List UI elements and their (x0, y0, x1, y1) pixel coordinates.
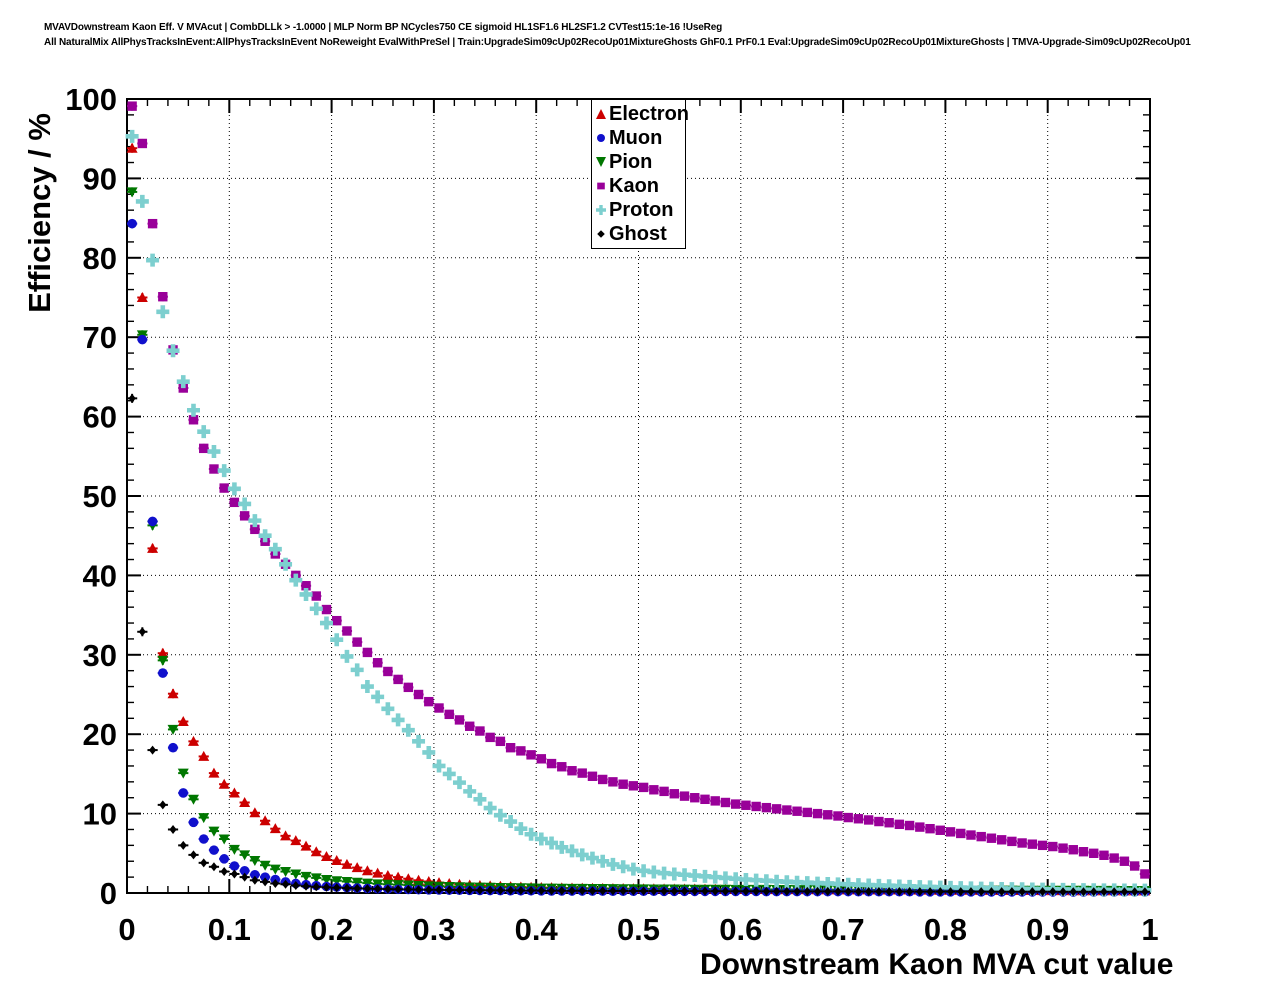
legend-item-electron: Electron (596, 103, 689, 126)
svg-text:0.9: 0.9 (1026, 912, 1069, 947)
svg-text:40: 40 (83, 558, 117, 593)
svg-text:60: 60 (83, 400, 117, 435)
proton-marker-icon (596, 205, 606, 215)
svg-text:70: 70 (83, 320, 117, 355)
muon-marker-icon (597, 134, 605, 142)
legend-item-muon: Muon (596, 127, 685, 150)
legend-label: Ghost (609, 222, 667, 245)
svg-text:80: 80 (83, 241, 117, 276)
svg-text:90: 90 (83, 161, 117, 196)
x-axis-title: Downstream Kaon MVA cut value (700, 948, 1174, 981)
svg-text:0: 0 (118, 912, 135, 947)
svg-text:0.3: 0.3 (412, 912, 455, 947)
svg-text:0.6: 0.6 (719, 912, 762, 947)
svg-text:0.8: 0.8 (924, 912, 967, 947)
legend-label: Muon (609, 126, 663, 149)
legend-item-kaon: Kaon (596, 175, 685, 198)
svg-text:0: 0 (100, 876, 117, 911)
y-axis-title: Efficiency / % (22, 113, 57, 313)
legend-label: Pion (609, 150, 653, 173)
svg-text:30: 30 (83, 638, 117, 673)
svg-text:100: 100 (65, 82, 117, 117)
plot-title-line1: MVAVDownstream Kaon Eff. V MVAcut | Comb… (44, 22, 723, 33)
svg-text:0.5: 0.5 (617, 912, 660, 947)
svg-text:0.7: 0.7 (822, 912, 865, 947)
legend-label: Kaon (609, 174, 659, 197)
legend-box: Electron Muon Pion Kaon Proton Ghost (591, 99, 689, 249)
svg-text:0.4: 0.4 (515, 912, 559, 947)
kaon-marker-icon (597, 182, 605, 190)
pion-marker-icon (596, 157, 606, 167)
legend-item-pion: Pion (596, 151, 685, 174)
ghost-marker-icon (597, 230, 605, 238)
svg-text:50: 50 (83, 479, 117, 514)
svg-text:1: 1 (1141, 912, 1158, 947)
legend-label: Proton (609, 198, 674, 221)
legend-item-ghost: Ghost (596, 223, 685, 246)
electron-marker-icon (596, 109, 606, 119)
svg-text:0.2: 0.2 (310, 912, 353, 947)
svg-text:0.1: 0.1 (208, 912, 251, 947)
svg-text:20: 20 (83, 717, 117, 752)
legend-item-proton: Proton (596, 199, 685, 222)
svg-text:10: 10 (83, 797, 117, 832)
plot-title-line2: All NaturalMix AllPhysTracksInEvent:AllP… (44, 37, 1191, 48)
legend-label: Electron (609, 102, 690, 125)
